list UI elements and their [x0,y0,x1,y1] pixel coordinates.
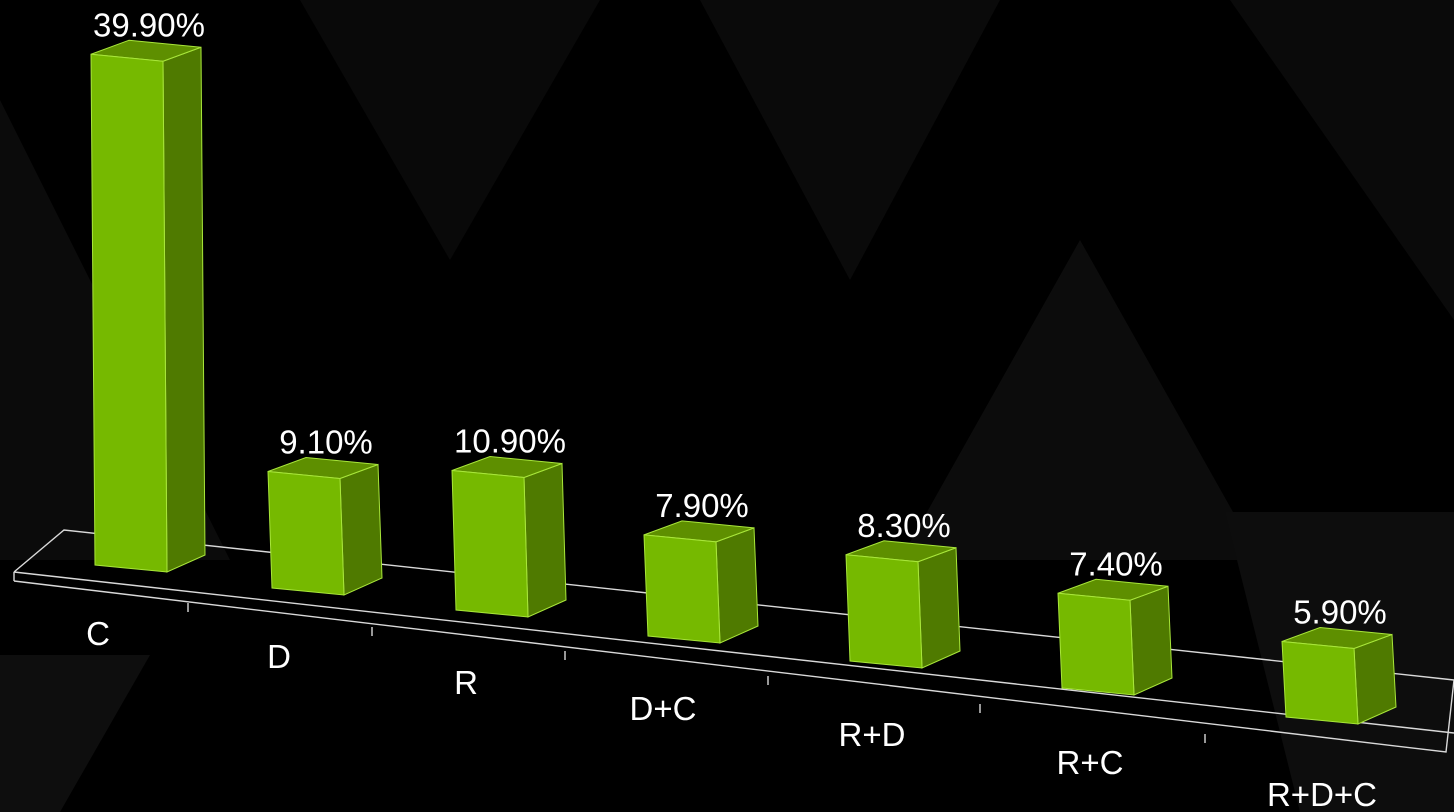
bar-R+C [1057,578,1173,696]
data-label: 10.90% [454,422,566,459]
bar-front [643,534,721,644]
bar-front [267,470,345,596]
x-tick-label: R+D+C [1267,776,1377,812]
bar-front [1281,640,1359,725]
bar-side [917,547,961,669]
bar-R [451,455,567,618]
data-label: 39.90% [93,6,205,43]
bar-R+D [845,540,961,669]
data-label: 8.30% [857,507,951,544]
bar-side [162,46,206,573]
data-label: 9.10% [279,424,373,461]
x-tick-label: R [454,664,478,701]
x-tick-label: D+C [630,690,697,727]
bar-D [267,457,383,596]
bar-C [90,39,206,573]
data-label: 7.90% [655,487,749,524]
x-axis-line [13,571,1454,734]
data-label: 5.90% [1293,593,1387,630]
bar-front [845,554,923,669]
x-tick-label: C [86,615,110,652]
x-tick-label: D [267,638,291,675]
x-tick-label: R+C [1057,744,1124,781]
bar-front [451,469,529,618]
bar-R+D+C [1281,626,1397,725]
bar-side [1129,585,1173,696]
x-tick-label: R+D [839,716,906,753]
floor-outline [13,529,1454,753]
bar-front [1057,592,1135,696]
bar-side [339,463,383,596]
data-label: 7.40% [1069,545,1163,582]
bar-front [90,53,168,573]
bar-side [715,527,759,644]
bar-side [523,462,567,618]
bar-D+C [643,520,759,644]
